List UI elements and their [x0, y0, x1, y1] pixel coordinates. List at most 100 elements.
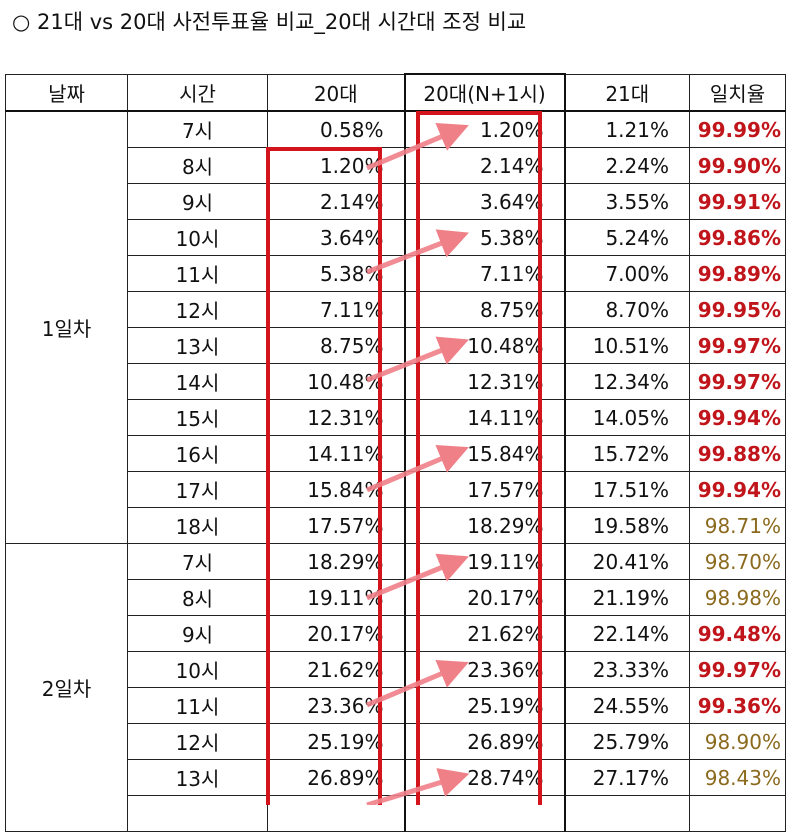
rate-20th-cell: 18.29% [267, 543, 405, 580]
rate-20th-shifted-cell: 10.48% [403, 327, 566, 364]
rate-20th-shifted-cell: 26.89% [403, 723, 566, 760]
rate-21st-cell: 23.33% [564, 651, 690, 688]
match-rate-cell: 99.89% [689, 255, 786, 292]
rate-20th-shifted-cell: 20.17% [403, 579, 566, 616]
match-rate-cell: 99.97% [689, 651, 786, 688]
match-rate-cell: 99.94% [689, 471, 786, 508]
rate-20th-cell: 26.89% [267, 759, 405, 796]
rate-20th-cell: 12.31% [267, 399, 405, 436]
rate-21st-cell: 2.24% [564, 147, 690, 184]
rate-21st-cell: 10.51% [564, 327, 690, 364]
rate-21st-cell: 22.14% [564, 615, 690, 652]
table-row: 2일차 7시 18.29% 19.11% 20.41% 98.70% [5, 543, 786, 832]
time-cell: 11시 [127, 255, 268, 292]
rate-21st-cell: 21.19% [564, 579, 690, 616]
rate-20th-shifted-cell: 14.11% [403, 399, 566, 436]
date-cell: 2일차 [5, 543, 128, 832]
header-date: 날짜 [5, 73, 128, 112]
rate-21st-cell: 27.17% [564, 759, 690, 796]
rate-20th-cell: 25.19% [267, 723, 405, 760]
rate-20th-shifted-cell: 12.31% [403, 363, 566, 400]
rate-20th-shifted-cell: 3.64% [403, 183, 566, 220]
match-rate-cell: 99.90% [689, 147, 786, 184]
rate-20th-cell: 2.14% [267, 183, 405, 220]
time-cell: 12시 [127, 291, 268, 328]
time-cell: 8시 [127, 147, 268, 184]
rate-20th-cell: 21.62% [267, 651, 405, 688]
rate-20th-shifted-cell: 19.11% [403, 543, 566, 580]
rate-20th-shifted-cell: 8.75% [403, 291, 566, 328]
rate-20th-cell: 23.36% [267, 687, 405, 724]
rate-21st-cell: 5.24% [564, 219, 690, 256]
header-match-rate: 일치율 [689, 73, 786, 112]
time-cell: 16시 [127, 435, 268, 472]
rate-20th-shifted-cell: 1.20% [403, 110, 566, 148]
match-rate-cell: 98.43% [689, 759, 786, 796]
rate-20th-cell: 19.11% [267, 579, 405, 616]
match-rate-cell: 98.70% [689, 543, 786, 580]
match-rate-cell: 98.90% [689, 723, 786, 760]
rate-20th-cell: 3.64% [267, 219, 405, 256]
match-rate-cell: 99.88% [689, 435, 786, 472]
rate-21st-cell: 8.70% [564, 291, 690, 328]
time-cell: 15시 [127, 399, 268, 436]
rate-21st-cell: 14.05% [564, 399, 690, 436]
rate-20th-shifted-cell: 23.36% [403, 651, 566, 688]
time-cell: 13시 [127, 759, 268, 796]
rate-20th-shifted-cell: 5.38% [403, 219, 566, 256]
rate-21st-cell: 3.55% [564, 183, 690, 220]
time-cell: 7시 [127, 543, 268, 580]
rate-20th-cell: 5.38% [267, 255, 405, 292]
rate-20th-shifted-cell: 25.19% [403, 687, 566, 724]
time-cell: 7시 [127, 110, 268, 148]
rate-20th-cell: 0.58% [267, 110, 405, 148]
rate-20th-cell: 15.84% [267, 471, 405, 508]
rate-20th-shifted-cell: 7.11% [403, 255, 566, 292]
rate-21st-cell: 1.21% [564, 110, 690, 148]
rate-20th-cell: 8.75% [267, 327, 405, 364]
rate-21st-cell: 17.51% [564, 471, 690, 508]
rate-20th-shifted-cell: 28.74% [403, 759, 566, 796]
time-cell: 17시 [127, 471, 268, 508]
rate-21st-cell: 19.58% [564, 507, 690, 544]
time-cell: 14시 [127, 363, 268, 400]
vote-rate-table: 날짜 시간 20대 20대(N+1시) 21대 일치율 1일차 7시 0.58% 1.… [5, 73, 786, 832]
match-rate-cell: 99.86% [689, 219, 786, 256]
rate-20th-shifted-cell: 18.29% [403, 507, 566, 544]
match-rate-cell: 99.99% [689, 110, 786, 148]
match-rate-cell: 99.91% [689, 183, 786, 220]
rate-21st-cell: 7.00% [564, 255, 690, 292]
rate-20th-cell: 10.48% [267, 363, 405, 400]
match-rate-cell: 98.71% [689, 507, 786, 544]
date-cell: 1일차 [5, 110, 128, 544]
rate-20th-shifted-cell: 21.62% [403, 615, 566, 652]
rate-20th-cell: 7.11% [267, 291, 405, 328]
time-cell: 9시 [127, 615, 268, 652]
header-row: 날짜 시간 20대 20대(N+1시) 21대 일치율 [5, 73, 786, 112]
rate-21st-cell: 15.72% [564, 435, 690, 472]
time-cell: 18시 [127, 507, 268, 544]
time-cell: 8시 [127, 579, 268, 616]
match-rate-cell: 99.94% [689, 399, 786, 436]
time-cell: 10시 [127, 651, 268, 688]
header-time: 시간 [127, 73, 268, 112]
rate-20th-cell: 14.11% [267, 435, 405, 472]
header-20th-shifted: 20대(N+1시) [403, 73, 566, 112]
match-rate-cell: 98.98% [689, 579, 786, 616]
table-body: 1일차 7시 0.58% 1.20% 1.21% 99.99% 8시 1.20% 2.14% 2.… [5, 110, 786, 832]
time-cell: 12시 [127, 723, 268, 760]
rate-20th-cell: 1.20% [267, 147, 405, 184]
time-cell: 13시 [127, 327, 268, 364]
rate-21st-cell: 20.41% [564, 543, 690, 580]
rate-20th-shifted-cell: 2.14% [403, 147, 566, 184]
match-rate-cell: 99.36% [689, 687, 786, 724]
match-rate-cell: 99.97% [689, 327, 786, 364]
rate-20th-cell: 20.17% [267, 615, 405, 652]
rate-21st-cell: 12.34% [564, 363, 690, 400]
rate-21st-cell: 24.55% [564, 687, 690, 724]
rate-21st-cell: 25.79% [564, 723, 690, 760]
header-21st: 21대 [564, 73, 690, 112]
match-rate-cell: 99.48% [689, 615, 786, 652]
rate-20th-cell: 17.57% [267, 507, 405, 544]
match-rate-cell: 99.97% [689, 363, 786, 400]
